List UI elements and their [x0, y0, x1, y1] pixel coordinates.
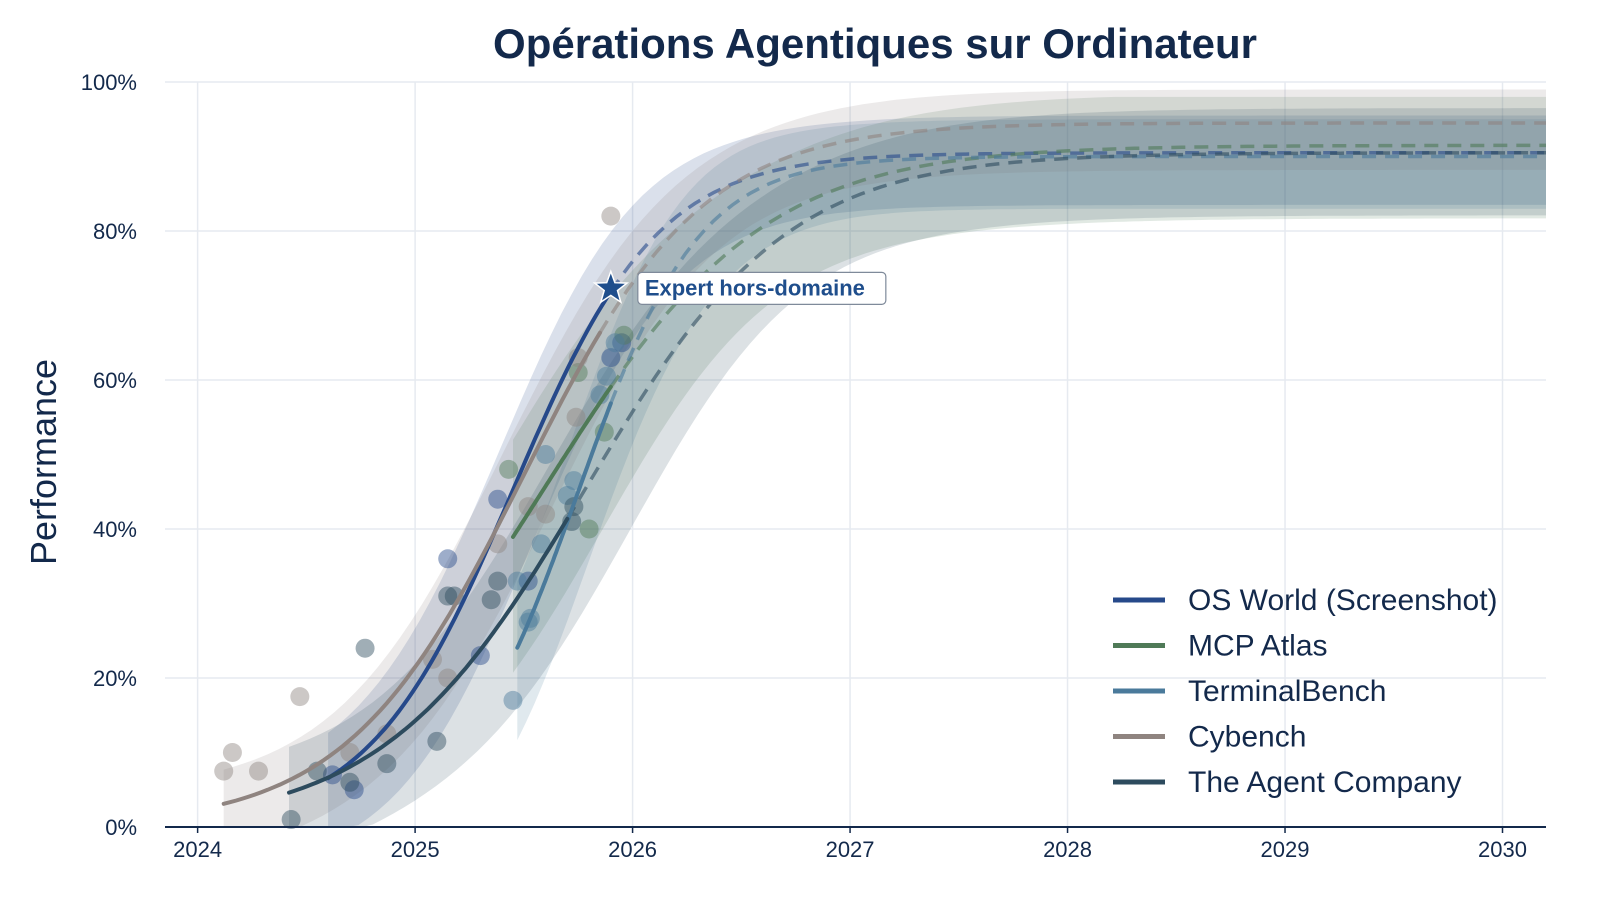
- x-tick-label: 2027: [826, 837, 875, 862]
- data-point-terminalbench: [557, 485, 577, 505]
- data-point-mcp-atlas: [499, 459, 519, 479]
- x-tick-label: 2029: [1261, 837, 1310, 862]
- data-point-cybench: [536, 504, 556, 524]
- data-point-terminalbench: [503, 690, 523, 710]
- y-tick-label: 60%: [93, 368, 137, 393]
- data-point-cybench: [249, 761, 269, 781]
- x-tick-label: 2030: [1478, 837, 1527, 862]
- legend-label-terminalbench: TerminalBench: [1188, 675, 1386, 708]
- expert-star-icon: [592, 269, 630, 304]
- fit-line-cybench: [221, 330, 602, 806]
- x-tick-label: 2028: [1043, 837, 1092, 862]
- data-point-cybench: [566, 407, 586, 427]
- legend-label-the-agent-company: The Agent Company: [1188, 766, 1462, 799]
- projection-line-mcp-atlas: [609, 143, 1546, 388]
- x-tick-label: 2025: [391, 837, 440, 862]
- data-point-the-agent-company: [355, 638, 375, 658]
- annotation-label: Expert hors-domaine: [645, 275, 865, 300]
- confidence-bands: [223, 89, 1547, 828]
- legend-label-os-world-screenshot: OS World (Screenshot): [1188, 584, 1498, 617]
- x-tick-label: 2024: [173, 837, 222, 862]
- data-point-the-agent-company: [488, 571, 508, 591]
- grid: [165, 81, 1546, 828]
- data-point-mcp-atlas: [614, 325, 634, 345]
- fit-line-mcp-atlas: [511, 384, 613, 539]
- band-terminalbench: [517, 119, 1546, 741]
- y-tick-label: 100%: [81, 70, 137, 95]
- data-point-os-world-screenshot: [470, 646, 490, 666]
- projection-line-terminalbench: [609, 154, 1546, 405]
- chart-title: Opérations Agentiques sur Ordinateur: [493, 20, 1257, 67]
- band-cybench: [223, 89, 1547, 827]
- data-point-mcp-atlas: [579, 519, 599, 539]
- data-point-terminalbench: [536, 445, 556, 464]
- data-point-os-world-screenshot: [601, 348, 621, 368]
- data-point-cybench: [601, 206, 621, 226]
- y-tick-label: 20%: [93, 666, 137, 691]
- data-point-cybench: [214, 761, 234, 781]
- data-point-os-world-screenshot: [612, 333, 632, 353]
- data-point-terminalbench: [596, 366, 616, 386]
- annotation-box: [637, 271, 887, 305]
- fit-line-the-agent-company: [287, 516, 570, 795]
- fit-line-os-world-screenshot: [326, 289, 613, 781]
- data-point-cybench: [438, 668, 458, 688]
- annotation: Expert hors-domaine: [592, 269, 887, 305]
- projection-line-os-world-screenshot: [609, 151, 1546, 293]
- band-the-agent-company: [289, 108, 1546, 828]
- axes: 2024 2025 2026 2027 2028 2029 2030 0% 20% 40% 60% 8…: [81, 70, 1546, 862]
- data-point-terminalbench: [531, 534, 551, 554]
- data-point-the-agent-company: [281, 810, 301, 830]
- y-tick-label: 80%: [93, 219, 137, 244]
- data-point-the-agent-company: [427, 731, 447, 751]
- data-point-os-world-screenshot: [488, 489, 508, 509]
- data-point-cybench: [290, 687, 310, 707]
- legend: OS World (Screenshot) MCP Atlas TerminalBe…: [1113, 584, 1498, 799]
- data-point-the-agent-company: [340, 772, 360, 792]
- x-tick-label: 2026: [608, 837, 657, 862]
- data-point-terminalbench: [507, 571, 527, 591]
- fit-lines: [221, 289, 613, 806]
- data-point-the-agent-company: [438, 586, 458, 606]
- data-point-cybench: [518, 497, 538, 517]
- y-tick-label: 0%: [105, 815, 137, 840]
- legend-label-mcp-atlas: MCP Atlas: [1188, 630, 1328, 663]
- data-point-the-agent-company: [481, 590, 501, 610]
- band-os-world-screenshot: [328, 115, 1547, 827]
- data-point-cybench: [222, 743, 242, 762]
- fit-line-terminalbench: [515, 401, 613, 650]
- y-axis-label: Performance: [23, 359, 64, 565]
- data-point-os-world-screenshot: [344, 780, 364, 800]
- legend-label-cybench: Cybench: [1188, 721, 1306, 754]
- band-mcp-atlas: [513, 96, 1546, 673]
- data-point-the-agent-company: [377, 754, 397, 774]
- data-point-terminalbench: [605, 333, 625, 353]
- y-tick-label: 40%: [93, 517, 137, 542]
- data-point-terminalbench: [590, 385, 610, 405]
- data-point-os-world-screenshot: [438, 549, 458, 569]
- data-points: [214, 206, 634, 830]
